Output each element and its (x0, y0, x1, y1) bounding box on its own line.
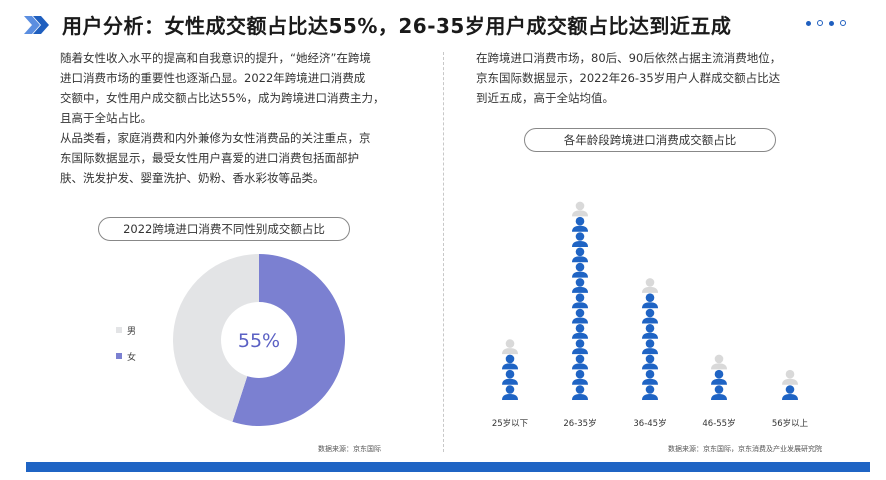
category-label: 46-55岁 (702, 418, 735, 429)
person-icon (642, 385, 658, 400)
category-label: 25岁以下 (492, 418, 529, 429)
page-indicator[interactable] (806, 20, 846, 26)
text-line: 随着女性收入水平的提高和自我意识的提升，“她经济”在跨境 (60, 51, 371, 65)
legend-swatch-female (116, 353, 122, 359)
text-line: 交额中，女性用户成交额占比达55%，成为跨境进口消费主力， (60, 91, 385, 105)
page-dot[interactable] (829, 20, 834, 26)
legend-label: 男 (127, 326, 137, 337)
person-icon (572, 216, 588, 232)
bottom-accent-bar (26, 462, 870, 472)
person-icon (642, 354, 658, 370)
person-icon (711, 354, 727, 370)
person-icon (711, 369, 727, 385)
text-line: 到近五成，高于全站均值。 (476, 91, 614, 105)
person-icon (782, 369, 798, 385)
person-icon (572, 339, 588, 355)
chevron-right-icon (24, 16, 49, 34)
person-icon (711, 385, 727, 400)
person-icon (642, 324, 658, 339)
pie-center-label: 55% (238, 330, 280, 352)
person-icon (642, 308, 658, 324)
text-line: 且高于全站占比。 (60, 111, 152, 125)
person-icon (642, 339, 658, 355)
person-icon (572, 278, 588, 293)
donut-hole (221, 302, 297, 378)
page-title: 用户分析：女性成交额占比达55%，26-35岁用户成交额占比达到近五成 (62, 14, 732, 38)
person-icon (502, 354, 518, 370)
text-line: 肤、洗发护发、婴童洗护、奶粉、香水彩妆等品类。 (60, 171, 325, 185)
pie-slice-female (232, 254, 346, 427)
legend-label: 女 (127, 352, 137, 363)
bar-chart-title: 各年龄段跨境进口消费成交额占比 (524, 128, 776, 152)
header: 用户分析：女性成交额占比达55%，26-35岁用户成交额占比达到近五成 (24, 10, 864, 40)
person-icon (572, 201, 588, 217)
person-icon (642, 369, 658, 385)
page-dot[interactable] (840, 20, 846, 26)
text-line: 从品类看，家庭消费和内外兼修为女性消费品的关注重点，京 (60, 131, 371, 145)
person-icon (502, 369, 518, 385)
data-source: 数据来源：京东国际，京东消费及产业发展研究院 (668, 445, 822, 453)
person-icon (642, 293, 658, 309)
person-icon (572, 232, 588, 247)
pie-slice-male (173, 254, 259, 422)
person-icon (572, 324, 588, 339)
person-icon (502, 385, 518, 400)
page-dot[interactable] (817, 20, 823, 26)
person-icon (502, 339, 518, 355)
column-divider (443, 52, 444, 452)
person-icon (642, 278, 658, 293)
left-description: 随着女性收入水平的提高和自我意识的提升，“她经济”在跨境 进口消费市场的重要性也… (60, 48, 420, 188)
person-icon (572, 247, 588, 263)
category-label: 36-45岁 (633, 418, 666, 429)
legend-item: 女 (116, 348, 136, 364)
text-line: 京东国际数据显示，2022年26-35岁用户人群成交额占比达 (476, 71, 781, 85)
person-icon (572, 354, 588, 370)
person-icon (572, 369, 588, 385)
right-description: 在跨境进口消费市场，80后、90后依然占据主流消费地位， 京东国际数据显示，20… (476, 48, 856, 108)
category-label: 56岁以上 (772, 418, 809, 429)
person-icon (782, 385, 798, 400)
pie-legend: 男 女 (116, 322, 136, 374)
legend-swatch-male (116, 327, 122, 333)
category-label: 26-35岁 (563, 418, 596, 429)
person-icon (572, 262, 588, 278)
person-icon (572, 385, 588, 400)
text-line: 东国际数据显示，最受女性用户喜爱的进口消费包括面部护 (60, 151, 359, 165)
pie-chart-title: 2022跨境进口消费不同性别成交额占比 (98, 217, 350, 241)
text-line: 在跨境进口消费市场，80后、90后依然占据主流消费地位， (476, 51, 782, 65)
legend-item: 男 (116, 322, 136, 338)
data-source: 数据来源：京东国际 (318, 445, 381, 453)
person-icon (572, 308, 588, 324)
person-icon (572, 293, 588, 309)
text-line: 进口消费市场的重要性也逐渐凸显。2022年跨境进口消费成 (60, 71, 366, 85)
page-dot[interactable] (806, 20, 811, 26)
